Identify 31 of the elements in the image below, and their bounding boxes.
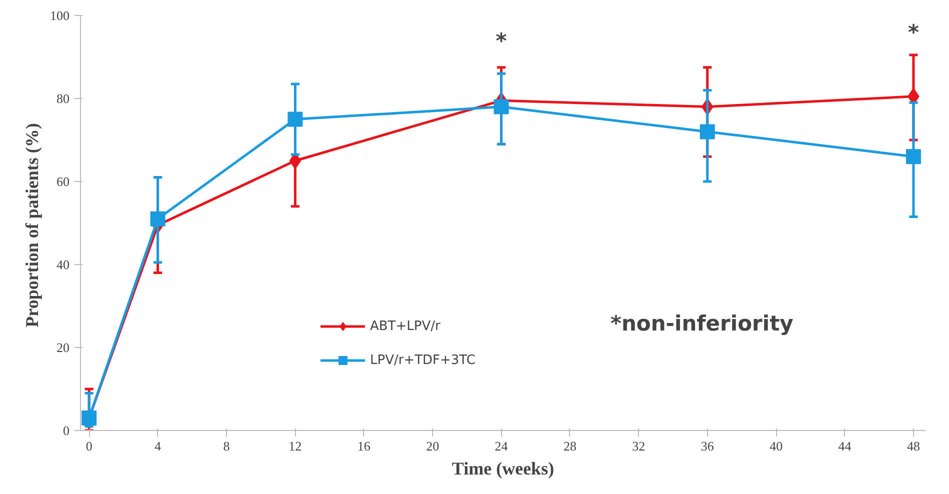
x-tick-label: 44 bbox=[838, 438, 852, 454]
y-tick-label: 20 bbox=[56, 340, 70, 355]
annotation: * bbox=[496, 28, 507, 53]
x-tick-label: 0 bbox=[86, 438, 92, 454]
x-tick-label: 16 bbox=[357, 438, 371, 454]
point bbox=[288, 112, 303, 127]
x-tick-label: 12 bbox=[288, 438, 302, 454]
x-tick-label: 48 bbox=[906, 438, 920, 454]
x-tick-label: 24 bbox=[494, 438, 508, 454]
annotation: *non-inferiority bbox=[610, 312, 794, 336]
y-tick-label: 100 bbox=[50, 8, 70, 23]
x-tick-label: 36 bbox=[700, 438, 714, 454]
y-tick-label: 80 bbox=[56, 91, 70, 106]
annotation: * bbox=[908, 20, 919, 45]
y-axis-title: Proportion of patients (%) bbox=[22, 123, 42, 328]
y-tick-label: 0 bbox=[63, 423, 70, 438]
x-tick-label: 28 bbox=[563, 438, 576, 454]
point bbox=[700, 124, 715, 140]
x-tick-label: 20 bbox=[426, 438, 440, 454]
y-tick-label: 40 bbox=[56, 257, 70, 272]
legend-label: ABT+LPV/r bbox=[370, 318, 440, 334]
x-tick-label: 4 bbox=[154, 438, 162, 454]
y-tick-label: 60 bbox=[56, 174, 70, 189]
point bbox=[906, 149, 921, 164]
x-tick-label: 32 bbox=[632, 438, 646, 454]
x-tick-label: 8 bbox=[223, 438, 230, 454]
point bbox=[494, 99, 509, 114]
legend-label: LPV/r+TDF+3TC bbox=[370, 352, 476, 368]
x-tick-label: 40 bbox=[770, 438, 783, 454]
x-axis-title: Time (weeks) bbox=[452, 458, 554, 478]
point bbox=[150, 211, 166, 226]
